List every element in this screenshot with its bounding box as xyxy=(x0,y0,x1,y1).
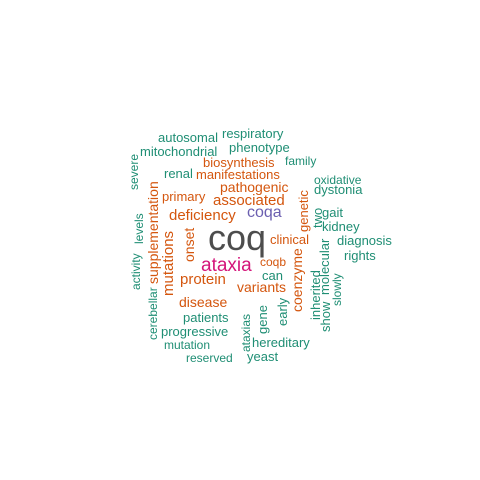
word-autosomal: autosomal xyxy=(158,130,218,145)
word-mutation: mutation xyxy=(164,338,211,352)
word-early: early xyxy=(275,297,290,326)
word-clinical: clinical xyxy=(270,232,310,247)
word-ataxia: ataxia xyxy=(201,255,252,276)
word-cerebellar: cerebellar xyxy=(146,287,160,340)
word-respiratory: respiratory xyxy=(222,126,284,141)
word-mitochondrial: mitochondrial xyxy=(140,144,218,159)
word-patients: patients xyxy=(183,310,229,325)
word-show: show xyxy=(318,301,333,332)
word-manifestations: manifestations xyxy=(196,167,280,182)
word-associated: associated xyxy=(213,192,285,209)
word-reserved: reserved xyxy=(186,351,233,365)
word-slowly: slowly xyxy=(330,273,344,306)
word-coenzyme: coenzyme xyxy=(289,248,305,312)
word-two: two xyxy=(310,207,325,228)
word-protein: protein xyxy=(180,271,226,288)
word-diagnosis: diagnosis xyxy=(337,233,392,248)
word-rights: rights xyxy=(344,248,376,263)
word-hereditary: hereditary xyxy=(252,335,310,350)
word-deficiency: deficiency xyxy=(169,207,236,224)
word-severe: severe xyxy=(127,153,141,190)
word-gait: gait xyxy=(322,205,343,220)
word-coq: coq xyxy=(208,217,267,258)
word-primary: primary xyxy=(162,189,206,204)
word-pathogenic: pathogenic xyxy=(220,179,289,195)
word-onset: onset xyxy=(181,227,197,262)
word-kidney: kidney xyxy=(322,219,360,234)
word-phenotype: phenotype xyxy=(229,140,290,155)
word-oxidative: oxidative xyxy=(314,173,362,187)
word-family: family xyxy=(285,154,317,168)
word-levels: levels xyxy=(132,213,146,244)
word-variants: variants xyxy=(237,279,287,295)
word-activity: activity xyxy=(129,253,143,290)
word-dystonia: dystonia xyxy=(314,182,363,197)
word-renal: renal xyxy=(164,166,193,181)
word-yeast: yeast xyxy=(247,349,279,364)
word-can: can xyxy=(262,268,283,283)
word-coqb: coqb xyxy=(260,255,287,269)
word-progressive: progressive xyxy=(161,324,229,339)
word-ataxias: ataxias xyxy=(239,313,253,352)
word-supplementation: supplementation xyxy=(145,181,161,284)
word-biosynthesis: biosynthesis xyxy=(203,155,275,170)
word-gene: gene xyxy=(255,305,270,334)
word-genetic: genetic xyxy=(296,190,311,232)
word-mutations: mutations xyxy=(160,230,177,296)
word-coqa: coqa xyxy=(247,204,282,221)
word-disease: disease xyxy=(179,294,228,310)
